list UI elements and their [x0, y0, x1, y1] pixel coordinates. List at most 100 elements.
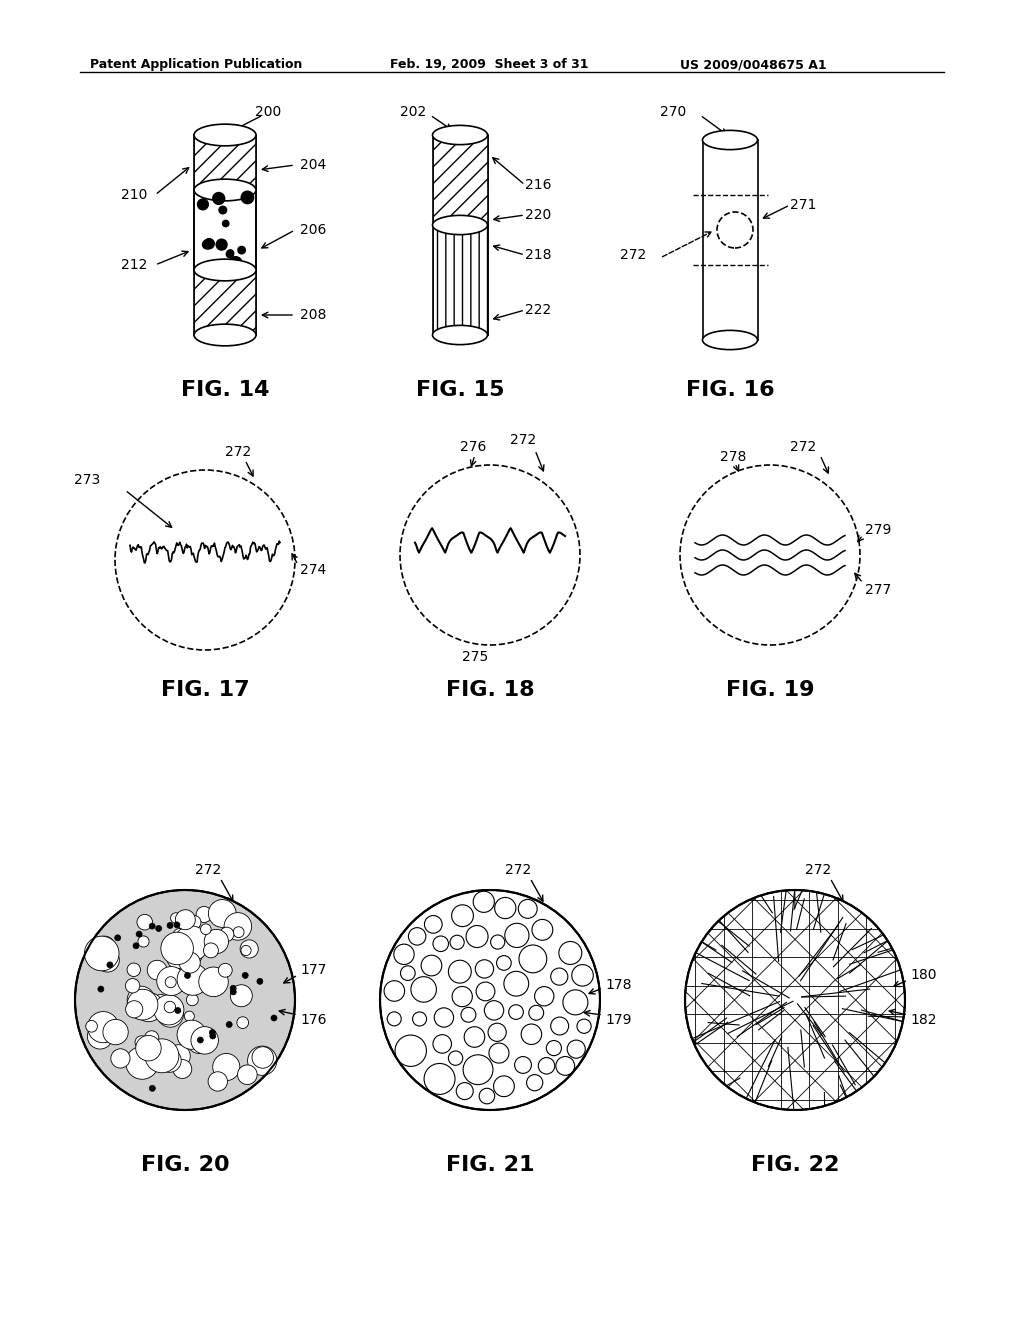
- Text: 202: 202: [400, 106, 426, 119]
- Circle shape: [509, 1005, 523, 1019]
- Circle shape: [175, 1007, 181, 1014]
- Circle shape: [210, 1034, 216, 1039]
- Circle shape: [241, 945, 251, 956]
- Circle shape: [240, 940, 258, 958]
- Circle shape: [243, 973, 248, 978]
- Circle shape: [563, 990, 588, 1015]
- Ellipse shape: [194, 124, 256, 145]
- Circle shape: [167, 948, 187, 969]
- Circle shape: [147, 960, 167, 979]
- Circle shape: [409, 928, 426, 945]
- Circle shape: [228, 256, 243, 271]
- Ellipse shape: [432, 325, 487, 345]
- Circle shape: [413, 1012, 427, 1026]
- Circle shape: [209, 900, 237, 928]
- Text: 182: 182: [910, 1012, 937, 1027]
- Text: 272: 272: [790, 440, 816, 454]
- Circle shape: [115, 935, 121, 941]
- Circle shape: [198, 199, 208, 210]
- Circle shape: [165, 977, 176, 987]
- Circle shape: [230, 985, 237, 991]
- Bar: [194, 271, 256, 335]
- Bar: [432, 224, 487, 335]
- Circle shape: [98, 986, 103, 993]
- Circle shape: [222, 220, 229, 227]
- Text: 216: 216: [525, 178, 552, 191]
- Circle shape: [150, 1085, 156, 1092]
- Ellipse shape: [432, 125, 487, 145]
- Text: 200: 200: [255, 106, 282, 119]
- Circle shape: [219, 927, 233, 941]
- Circle shape: [424, 1064, 455, 1094]
- Circle shape: [173, 1060, 191, 1078]
- Circle shape: [127, 964, 140, 977]
- Circle shape: [521, 1024, 542, 1044]
- Circle shape: [171, 912, 181, 924]
- Text: 275: 275: [462, 649, 488, 664]
- Ellipse shape: [194, 325, 256, 346]
- Circle shape: [154, 995, 184, 1024]
- Circle shape: [450, 936, 464, 949]
- Text: 272: 272: [620, 248, 646, 261]
- Text: Patent Application Publication: Patent Application Publication: [90, 58, 302, 71]
- Circle shape: [547, 1040, 561, 1056]
- Circle shape: [226, 251, 233, 257]
- Circle shape: [515, 1056, 531, 1073]
- Circle shape: [156, 925, 162, 932]
- Circle shape: [158, 1049, 181, 1072]
- Text: 206: 206: [300, 223, 327, 238]
- Circle shape: [237, 1016, 249, 1028]
- Circle shape: [102, 1019, 128, 1044]
- Circle shape: [421, 956, 441, 975]
- Text: 210: 210: [121, 187, 147, 202]
- Circle shape: [198, 1038, 204, 1043]
- Circle shape: [497, 956, 511, 970]
- Circle shape: [519, 945, 547, 973]
- Circle shape: [384, 981, 404, 1002]
- Circle shape: [551, 968, 568, 985]
- Circle shape: [127, 989, 158, 1020]
- Circle shape: [216, 239, 227, 249]
- Circle shape: [495, 898, 516, 919]
- Circle shape: [528, 1006, 544, 1020]
- Ellipse shape: [194, 180, 256, 201]
- Circle shape: [238, 247, 246, 253]
- Circle shape: [168, 1044, 190, 1068]
- Text: 272: 272: [510, 433, 537, 447]
- Circle shape: [213, 1053, 240, 1081]
- Circle shape: [186, 994, 199, 1006]
- Circle shape: [218, 964, 232, 977]
- Circle shape: [488, 1043, 509, 1063]
- Circle shape: [184, 1011, 195, 1022]
- Text: FIG. 22: FIG. 22: [751, 1155, 840, 1175]
- Circle shape: [463, 1055, 493, 1085]
- Circle shape: [433, 1035, 452, 1053]
- Circle shape: [176, 939, 203, 966]
- Circle shape: [126, 1047, 159, 1080]
- Circle shape: [461, 1007, 476, 1022]
- Text: FIG. 20: FIG. 20: [140, 1155, 229, 1175]
- Text: FIG. 19: FIG. 19: [726, 680, 814, 700]
- Circle shape: [161, 932, 194, 965]
- Circle shape: [167, 923, 173, 928]
- Text: 274: 274: [300, 564, 327, 577]
- Circle shape: [457, 1082, 473, 1100]
- Circle shape: [571, 965, 593, 986]
- Bar: [194, 135, 256, 190]
- Bar: [194, 135, 256, 190]
- Text: 178: 178: [605, 978, 632, 993]
- Circle shape: [411, 977, 436, 1002]
- Circle shape: [551, 1016, 568, 1035]
- Circle shape: [252, 1047, 273, 1068]
- Circle shape: [187, 916, 201, 929]
- Circle shape: [230, 985, 252, 1007]
- Circle shape: [224, 912, 252, 940]
- Circle shape: [157, 966, 185, 995]
- Circle shape: [518, 899, 538, 919]
- Circle shape: [505, 923, 529, 948]
- Circle shape: [494, 1076, 514, 1097]
- Circle shape: [535, 986, 554, 1006]
- Circle shape: [242, 191, 254, 203]
- Circle shape: [188, 1032, 210, 1053]
- Text: 272: 272: [225, 445, 251, 459]
